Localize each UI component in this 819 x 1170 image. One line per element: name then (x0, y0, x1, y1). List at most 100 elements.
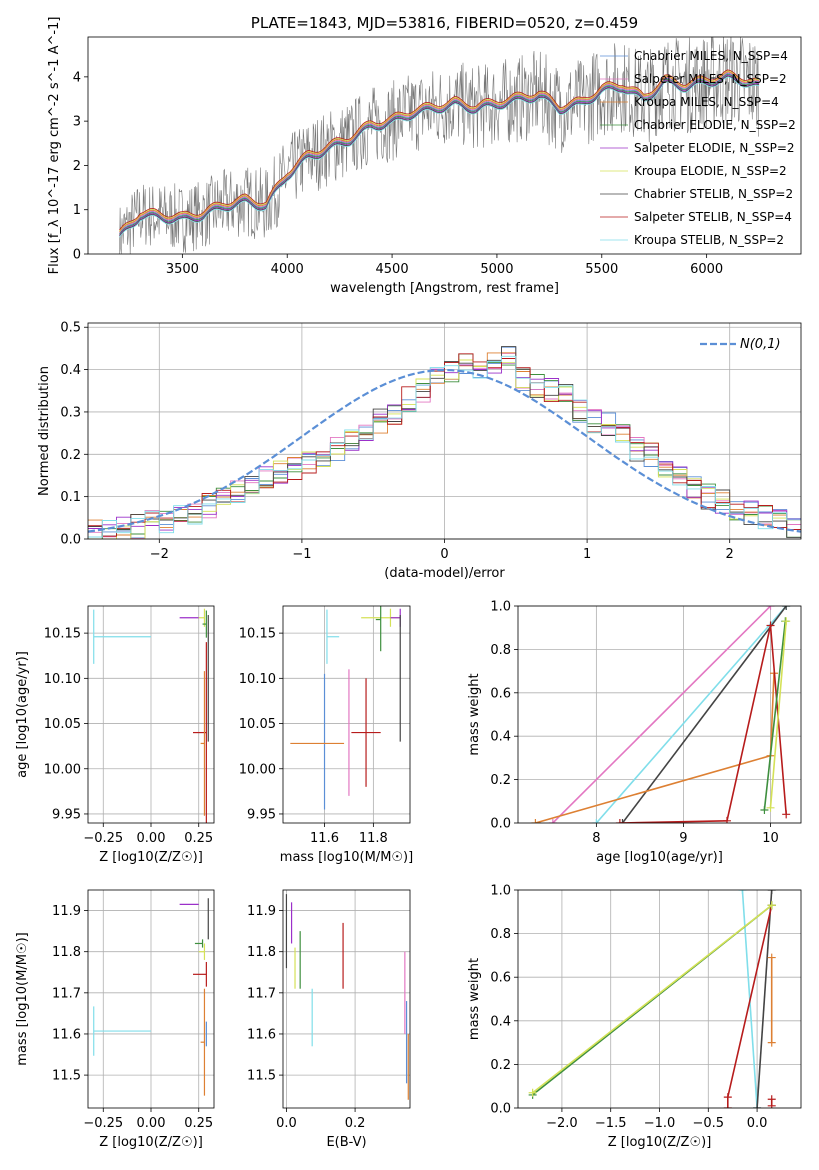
axes-frame (87, 889, 215, 1109)
x-axis-label: wavelength [Angstrom, rest frame] (330, 281, 559, 296)
x-tick-label: 8 (592, 831, 600, 846)
y-tick-label: 0.0 (490, 817, 511, 832)
x-axis-label: (data-model)/error (384, 566, 505, 581)
model-spectrum-line (119, 76, 760, 238)
spectrum-lines (119, 37, 760, 254)
y-tick-label: 10.00 (239, 762, 276, 777)
weight-lines (528, 890, 776, 1108)
axes-frame (282, 889, 411, 1109)
y-tick-label: 0.2 (490, 1058, 511, 1073)
weight-marker (767, 890, 776, 894)
x-axis-label: mass [log10(M/M☉)] (280, 850, 413, 865)
legend-label: Kroupa MILES, N_SSP=4 (634, 95, 779, 109)
panel-residuals: −2 −1 0 1 2 0.0 0.1 0.2 0.3 0.4 0.5 (data-model)/er… (37, 321, 802, 581)
x-axis-label: Z [log10(Z/Z☉)] (608, 1135, 712, 1150)
x-tick-label: 0.00 (137, 831, 166, 846)
weight-marker (767, 953, 776, 962)
panel-age-vs-mass: 11.6 11.8 9.95 10.00 10.05 10.10 10.15 mass [lo… (239, 605, 413, 865)
weight-line (552, 606, 772, 823)
y-tick-label: 11.6 (52, 1027, 81, 1042)
weight-marker (722, 816, 731, 823)
error-bars (93, 608, 209, 823)
x-tick-label: −0.25 (83, 1116, 123, 1131)
y-tick-label: 10.05 (44, 717, 81, 732)
weight-marker (723, 1104, 732, 1108)
legend-label: Kroupa ELODIE, N_SSP=2 (634, 164, 787, 178)
y-tick-label: 11.7 (247, 986, 276, 1001)
x-axis-label: age [log10(age/yr)] (596, 850, 723, 865)
weight-line (595, 606, 787, 823)
weight-line (621, 606, 787, 823)
data-point (326, 609, 340, 664)
weight-marker (760, 805, 769, 814)
legend: Chabrier MILES, N_SSP=4 Salpeter MILES, N… (600, 49, 796, 247)
y-tick-label: 0.8 (490, 643, 511, 658)
data-point (193, 961, 207, 987)
y-tick-label: 1 (73, 203, 81, 218)
axes-frame (87, 322, 802, 540)
data-point (200, 988, 206, 1096)
x-tick-label: 11.8 (359, 831, 388, 846)
model-spectrum-line (119, 72, 760, 233)
y-tick-label: 9.95 (52, 807, 81, 822)
observed-spectrum (119, 37, 759, 254)
model-spectrum-line (119, 72, 760, 234)
data-point (200, 671, 206, 816)
y-tick-label: 0.3 (60, 405, 81, 420)
y-tick-label: 11.6 (247, 1027, 276, 1042)
y-tick-label: 0.0 (490, 1102, 511, 1117)
y-tick-label: 11.8 (52, 945, 81, 960)
data-point (390, 608, 401, 627)
y-tick-label: 0.6 (490, 971, 511, 986)
error-bars (285, 894, 409, 1100)
y-tick-label: 10.05 (239, 717, 276, 732)
legend-label: Salpeter MILES, N_SSP=2 (634, 72, 787, 86)
legend-label: Chabrier ELODIE, N_SSP=2 (634, 118, 796, 132)
weight-marker (618, 819, 627, 823)
x-tick-label: 0.25 (184, 831, 213, 846)
weight-line (769, 621, 787, 808)
error-bars (290, 606, 401, 810)
y-axis-label: mass [log10(M/M☉)] (15, 932, 30, 1065)
x-axis-label: E(B-V) (326, 1135, 366, 1150)
weight-marker (767, 1095, 776, 1104)
legend-label: Chabrier STELIB, N_SSP=2 (634, 187, 793, 201)
y-tick-label: 2 (73, 159, 81, 174)
weight-lines (531, 606, 791, 823)
legend-label: Chabrier MILES, N_SSP=4 (634, 49, 788, 63)
data-point (93, 1006, 151, 1056)
weight-marker (528, 1088, 537, 1097)
weight-marker (782, 810, 791, 819)
x-tick-label: 4000 (271, 262, 304, 277)
weight-marker (767, 1038, 776, 1047)
panel-age-vs-Z: −0.25 0.00 0.25 9.95 10.00 10.05 10.10 10.15 Z [… (15, 605, 215, 865)
gaussian-curve (88, 368, 801, 533)
y-tick-label: 0.6 (490, 686, 511, 701)
x-axis-label: Z [log10(Z/Z☉)] (99, 1135, 203, 1150)
x-tick-label: −0.5 (693, 1116, 725, 1131)
weight-marker (615, 819, 624, 823)
y-tick-label: 0.4 (490, 730, 511, 745)
weight-marker (738, 890, 747, 894)
weight-marker (782, 617, 791, 626)
y-tick-label: 0.4 (490, 1014, 511, 1029)
y-tick-label: 10.15 (44, 627, 81, 642)
x-tick-label: 11.6 (310, 831, 339, 846)
x-tick-label: 5000 (480, 262, 513, 277)
model-spectrum-line (119, 75, 760, 237)
weight-line (763, 621, 787, 811)
y-tick-label: 10.10 (239, 672, 276, 687)
x-tick-label: 0.0 (276, 1116, 297, 1131)
axes-frame (517, 889, 802, 1109)
model-spectrum-line (119, 70, 760, 232)
weight-marker (766, 606, 775, 610)
axes-frame (282, 605, 411, 824)
x-tick-label: 1 (583, 547, 591, 562)
chart-title: PLATE=1843, MJD=53816, FIBERID=0520, z=0… (251, 14, 638, 32)
x-axis-label: Z [log10(Z/Z☉)] (99, 850, 203, 865)
weight-marker (531, 819, 540, 823)
weight-marker (592, 819, 601, 823)
model-spectrum-line (119, 69, 760, 231)
x-tick-label: −1.0 (644, 1116, 676, 1131)
